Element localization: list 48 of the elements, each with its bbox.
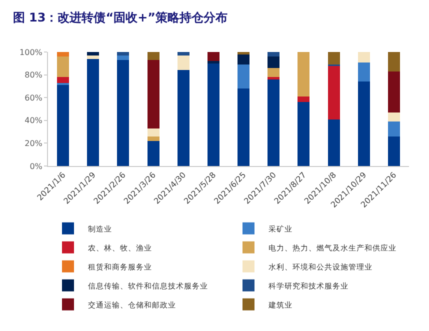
bar bbox=[358, 62, 370, 82]
bar bbox=[358, 52, 370, 62]
bar bbox=[388, 52, 400, 72]
bar bbox=[268, 79, 280, 166]
bar bbox=[238, 54, 250, 65]
bar bbox=[117, 55, 130, 60]
bar bbox=[117, 52, 130, 56]
bar bbox=[147, 52, 160, 60]
bar bbox=[147, 136, 160, 141]
bar bbox=[268, 68, 280, 78]
bar bbox=[87, 58, 100, 166]
y-tick-label: 80% bbox=[24, 70, 43, 80]
bar bbox=[298, 96, 310, 102]
bar bbox=[177, 55, 190, 70]
bar bbox=[57, 85, 70, 166]
bar bbox=[57, 77, 70, 83]
bar bbox=[177, 70, 190, 166]
bar bbox=[87, 55, 100, 59]
bar bbox=[207, 63, 220, 166]
chart-title: 图 13：改进转债“固收+”策略持仓分布 bbox=[12, 10, 228, 25]
bar bbox=[117, 60, 130, 166]
bar bbox=[388, 122, 400, 136]
bar bbox=[238, 88, 250, 166]
y-tick-label: 60% bbox=[24, 93, 43, 102]
bar bbox=[298, 102, 310, 166]
bar bbox=[57, 56, 70, 78]
bar bbox=[57, 52, 70, 57]
bar bbox=[328, 52, 340, 65]
y-tick-label: 100% bbox=[20, 48, 43, 57]
bar bbox=[87, 52, 100, 56]
y-tick-label: 20% bbox=[24, 139, 43, 148]
bar bbox=[328, 66, 340, 120]
bar bbox=[358, 82, 370, 166]
bar bbox=[298, 52, 310, 96]
bar bbox=[147, 128, 160, 136]
bar bbox=[177, 52, 190, 56]
y-tick-label: 40% bbox=[24, 116, 43, 126]
y-tick-label: 0% bbox=[30, 162, 43, 171]
bar bbox=[388, 136, 400, 166]
bar bbox=[147, 140, 160, 166]
bar bbox=[238, 64, 250, 88]
bar bbox=[207, 52, 220, 62]
bar bbox=[388, 112, 400, 122]
bar bbox=[268, 56, 280, 68]
bar bbox=[388, 71, 400, 112]
bar bbox=[268, 52, 280, 57]
bar bbox=[328, 119, 340, 166]
bar bbox=[147, 60, 160, 128]
